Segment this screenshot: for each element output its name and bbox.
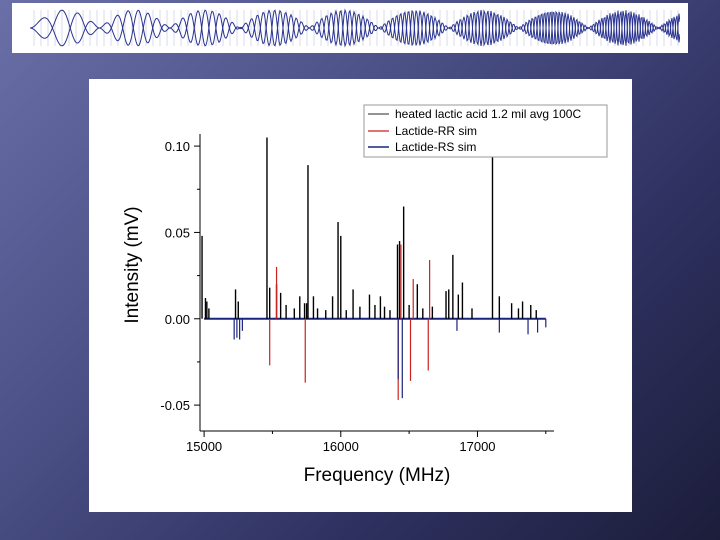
x-tick-label: 16000 — [323, 439, 359, 454]
legend-label-experimental: heated lactic acid 1.2 mil avg 100C — [395, 107, 581, 121]
series-2 — [233, 318, 547, 399]
legend-label-rs: Lactide-RS sim — [395, 140, 476, 154]
series-1 — [269, 244, 431, 400]
banner-wave-a — [30, 9, 680, 48]
y-tick-label: -0.05 — [160, 398, 190, 413]
x-tick-label: 15000 — [186, 439, 222, 454]
y-tick-label: 0.05 — [165, 225, 190, 240]
decorative-banner — [12, 3, 688, 53]
banner-wave-pattern — [30, 8, 680, 48]
y-tick-label: 0.00 — [165, 312, 190, 327]
spectrum-figure: 15000 16000 17000 0.10 0.05 0.00 -0.05 Frequen… — [89, 79, 632, 512]
tick-layer: 15000 16000 17000 0.10 0.05 0.00 -0.05 — [160, 139, 547, 454]
x-tick-label: 17000 — [459, 439, 495, 454]
y-tick-label: 0.10 — [165, 139, 190, 154]
y-axis-title: Intensity (mV) — [122, 206, 143, 323]
legend: heated lactic acid 1.2 mil avg 100C Lact… — [363, 104, 608, 158]
legend-label-rr: Lactide-RR sim — [395, 124, 477, 138]
banner-wave-b — [30, 8, 680, 47]
series-0 — [201, 137, 537, 319]
spectrum-chart: 15000 16000 17000 0.10 0.05 0.00 -0.05 Frequen… — [122, 104, 608, 486]
series-layer — [201, 137, 547, 400]
legend-box — [363, 104, 608, 158]
x-axis-title: Frequency (MHz) — [304, 465, 451, 486]
plot-axes — [199, 134, 554, 432]
